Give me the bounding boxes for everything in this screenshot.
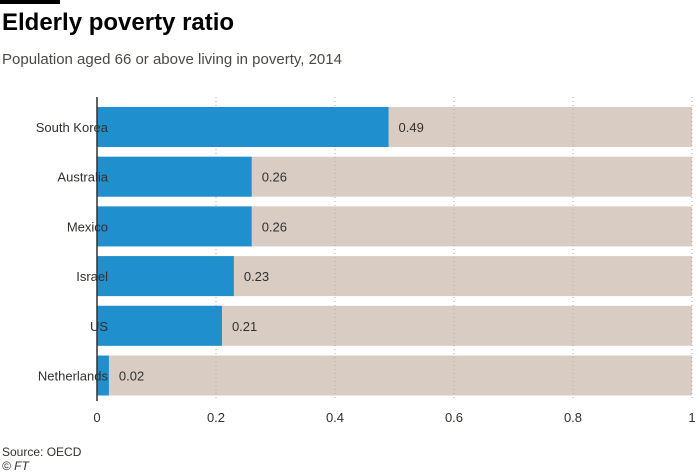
bar (97, 107, 389, 147)
credit-note: © FT (2, 459, 29, 473)
category-label: Mexico (67, 219, 108, 234)
category-label: South Korea (36, 120, 109, 135)
x-tick-label: 0 (93, 410, 100, 425)
data-label: 0.49 (399, 120, 424, 135)
data-label: 0.02 (119, 369, 144, 384)
top-rule (0, 0, 60, 4)
data-label: 0.26 (262, 170, 287, 185)
data-label: 0.26 (262, 219, 287, 234)
bar (97, 206, 252, 247)
chart-subtitle: Population aged 66 or above living in po… (2, 51, 342, 68)
x-tick-label: 0.6 (445, 410, 463, 425)
source-note: Source: OECD (2, 445, 82, 459)
bar-track (97, 355, 692, 396)
category-label: Australia (57, 170, 108, 185)
bar (97, 156, 252, 197)
x-tick-label: 0.4 (326, 410, 344, 425)
bar (97, 305, 222, 346)
data-label: 0.23 (244, 269, 269, 284)
category-label: Netherlands (38, 369, 109, 384)
x-tick-label: 1 (688, 410, 695, 425)
bar (97, 256, 234, 297)
category-label: Israel (76, 269, 108, 284)
category-label: US (90, 319, 108, 334)
data-label: 0.21 (232, 319, 257, 334)
bar (97, 355, 109, 396)
x-tick-label: 0.2 (207, 410, 225, 425)
x-tick-label: 0.8 (564, 410, 582, 425)
chart-title: Elderly poverty ratio (2, 9, 235, 36)
